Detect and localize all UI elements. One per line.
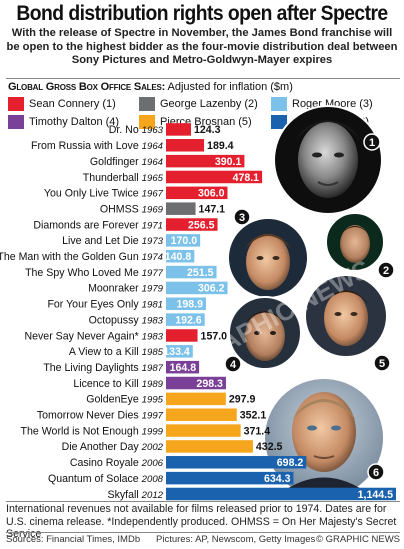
category-label: For Your Eyes Only 1981 <box>47 299 163 311</box>
value-label: 432.5 <box>256 441 283 453</box>
category-label: Skyfall 2012 <box>108 489 164 501</box>
graphic-credit: © GRAPHIC NEWS <box>315 534 400 545</box>
category-label: The World is Not Enough 1999 <box>21 425 164 437</box>
footer-rule <box>6 532 400 533</box>
bar <box>166 249 195 263</box>
value-label: 140.8 <box>165 251 192 263</box>
value-label: 390.1 <box>215 156 242 168</box>
bar <box>166 297 206 311</box>
bar <box>166 456 307 469</box>
deck-text: With the release of Spectre in November,… <box>6 27 398 67</box>
subhead-units: Adjusted for inflation ($m) <box>165 81 293 93</box>
value-label: 189.4 <box>207 140 234 152</box>
bar <box>166 392 226 406</box>
legend-label: Sean Connery (1) <box>29 98 116 110</box>
picture-credits: Pictures: AP, Newscom, Getty Images <box>156 534 316 545</box>
category-label: GoldenEye 1995 <box>86 394 163 406</box>
legend-label: George Lazenby (2) <box>160 98 258 110</box>
category-label: Quantum of Solace 2008 <box>48 473 164 485</box>
bar <box>166 487 396 501</box>
bar <box>166 202 196 215</box>
chart-subhead: Global Gross Box Office Sales: Adjusted … <box>8 81 293 93</box>
category-label: Moonraker 1979 <box>88 283 164 295</box>
value-label: 698.2 <box>277 457 304 469</box>
value-label: 133.4 <box>163 346 190 358</box>
category-label: Tomorrow Never Dies 1997 <box>37 410 164 422</box>
value-label: 634.3 <box>264 473 291 485</box>
category-label: A View to a Kill 1985 <box>69 346 164 358</box>
legend-item-connery: Sean Connery (1) <box>8 96 116 112</box>
category-label: From Russia with Love 1964 <box>31 140 163 152</box>
value-label: 352.1 <box>240 410 267 422</box>
value-label: 256.5 <box>188 219 215 231</box>
bar <box>166 154 245 168</box>
category-label: Licence to Kill 1989 <box>73 378 163 390</box>
bar <box>166 345 193 358</box>
legend-label: Timothy Dalton (4) <box>29 116 120 128</box>
bar <box>166 234 201 247</box>
value-label: 198.9 <box>176 299 203 311</box>
value-label: 297.9 <box>229 394 256 406</box>
category-label: Never Say Never Again* 1983 <box>24 330 163 342</box>
bar <box>166 186 228 200</box>
value-label: 1,144.5 <box>358 489 393 501</box>
footer: Sources: Financial Times, IMDb Pictures:… <box>6 534 400 547</box>
value-label: 170.0 <box>171 235 198 247</box>
category-label: The Living Daylights 1987 <box>43 362 163 374</box>
footnote: International revenues not available for… <box>6 503 397 540</box>
value-label: 157.0 <box>201 330 228 342</box>
value-label: 371.4 <box>244 425 271 437</box>
value-label: 306.0 <box>198 188 225 200</box>
legend-swatch <box>139 115 155 129</box>
category-label: The Man with the Golden Gun 1974 <box>0 251 163 263</box>
value-label: 124.3 <box>194 124 221 136</box>
value-label: 192.6 <box>175 314 202 326</box>
category-label: OHMSS 1969 <box>100 203 164 215</box>
value-label: 251.5 <box>187 267 214 279</box>
value-label: 147.1 <box>199 203 226 215</box>
value-label: 478.1 <box>233 172 260 184</box>
bar <box>166 139 205 152</box>
bar <box>166 170 263 184</box>
category-label: Casino Royale 2006 <box>70 457 164 469</box>
bar <box>166 440 253 453</box>
headline: Bond distribution rights open after Spec… <box>16 2 388 25</box>
legend-swatch <box>139 97 155 111</box>
subhead-title: Global Gross Box Office Sales: <box>8 81 166 93</box>
value-label: 306.2 <box>198 283 225 295</box>
bar <box>166 123 191 136</box>
category-label: Thunderball 1965 <box>83 172 164 184</box>
legend-item-dalton: Timothy Dalton (4) <box>8 114 119 130</box>
category-label: You Only Live Twice 1967 <box>44 188 164 200</box>
category-label: Diamonds are Forever 1971 <box>33 219 163 231</box>
bar <box>166 329 198 342</box>
value-label: 298.3 <box>196 378 223 390</box>
bar <box>166 376 226 390</box>
bar <box>166 471 294 485</box>
category-label: The Spy Who Loved Me 1977 <box>25 267 164 279</box>
bar <box>166 265 217 279</box>
bar <box>166 218 218 231</box>
bar <box>166 424 241 437</box>
bar <box>166 281 228 295</box>
top-rule <box>6 78 400 79</box>
bottom-rule <box>6 501 400 502</box>
legend-swatch <box>8 97 24 111</box>
category-label: Live and Let Die 1973 <box>62 235 164 247</box>
category-label: Goldfinger 1964 <box>90 156 163 168</box>
category-label: Octopussy 1983 <box>89 314 164 326</box>
sources: Sources: Financial Times, IMDb <box>6 534 141 545</box>
legend-item-lazenby: George Lazenby (2) <box>139 96 258 112</box>
value-label: 164.8 <box>170 362 197 374</box>
bar <box>166 408 237 421</box>
category-label: Dr. No 1963 <box>109 124 164 136</box>
bar <box>166 313 205 326</box>
legend-swatch <box>8 115 24 129</box>
bar <box>166 360 200 374</box>
category-label: Die Another Day 2002 <box>62 441 164 453</box>
